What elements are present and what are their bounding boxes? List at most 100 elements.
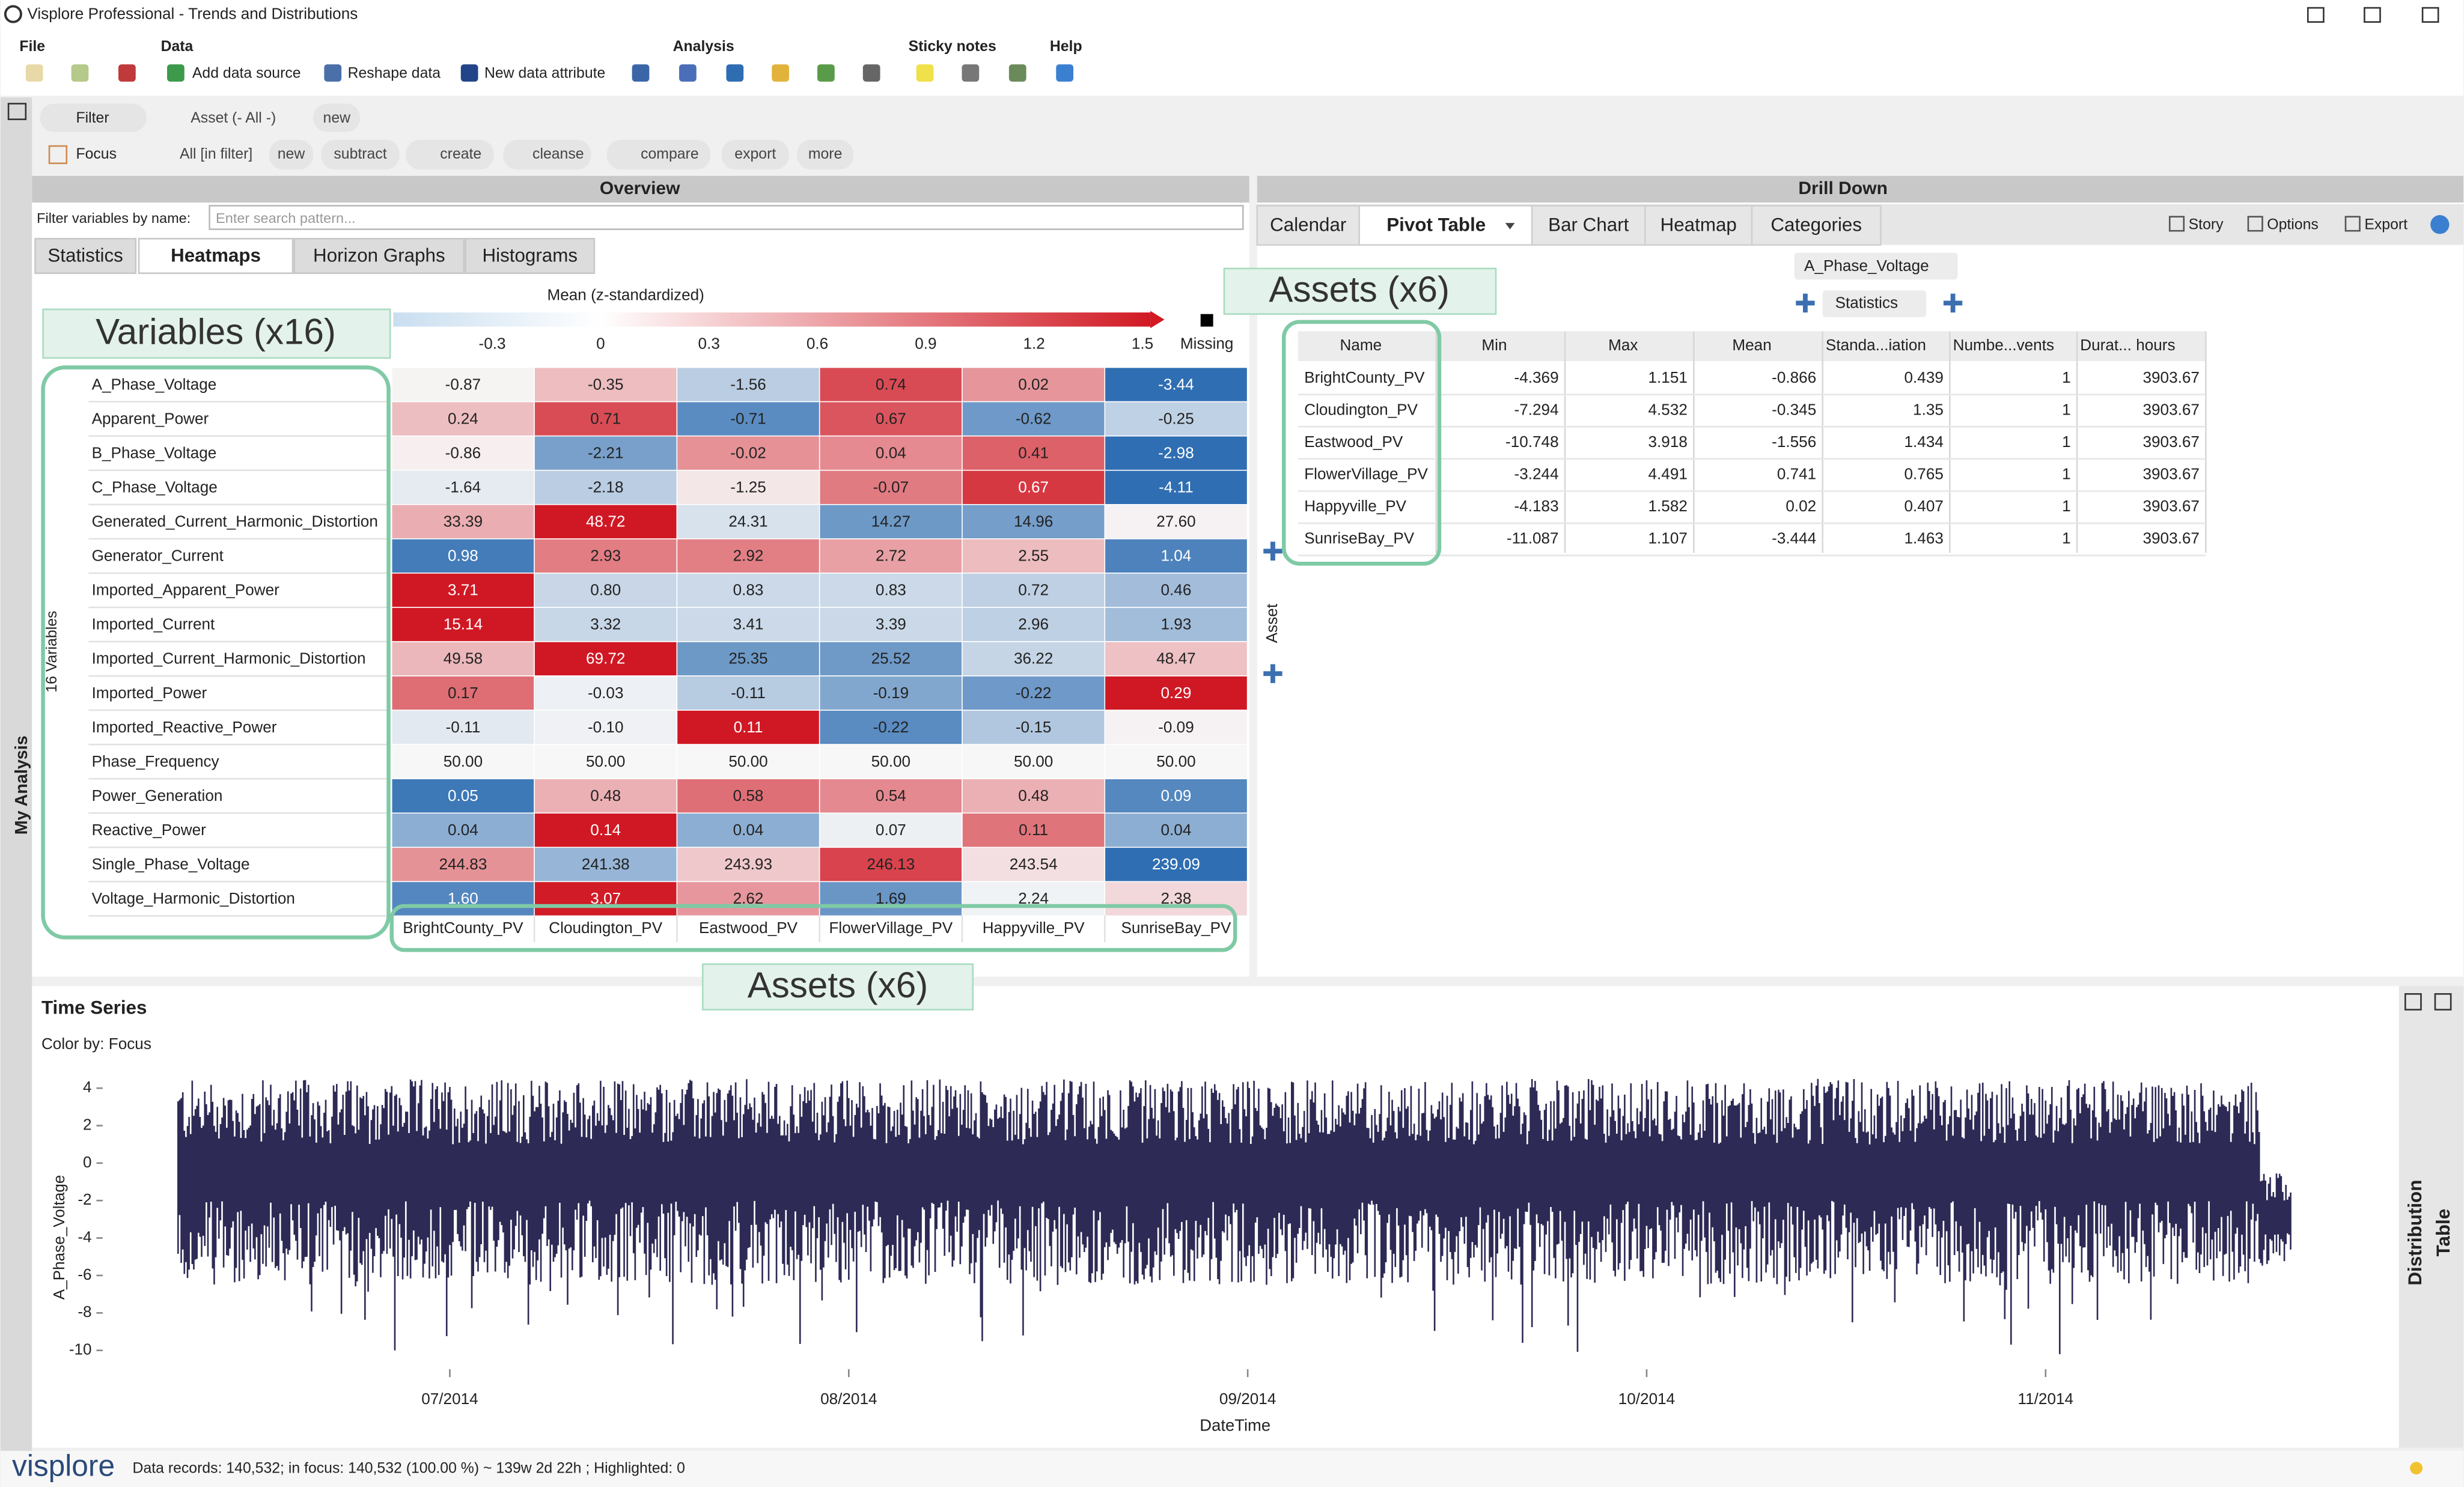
heatmap-cell[interactable] xyxy=(534,573,678,608)
panel-toggle[interactable] xyxy=(2434,993,2452,1011)
heatmap-cell[interactable] xyxy=(391,812,535,848)
heatmap-cell[interactable] xyxy=(819,778,963,814)
heatmap-cell[interactable] xyxy=(391,744,535,779)
heatmap-cell[interactable] xyxy=(391,675,535,711)
heatmap-cell[interactable] xyxy=(819,538,963,574)
tool-button[interactable]: Export xyxy=(2364,217,2408,233)
heatmap-cell[interactable] xyxy=(676,607,820,642)
toolbar-button[interactable]: Add data source xyxy=(192,65,301,81)
toolbar-button[interactable]: Reshape data xyxy=(348,65,441,81)
tool-button[interactable]: Options xyxy=(2267,217,2319,233)
tab[interactable] xyxy=(1751,205,1882,246)
heatmap-cell[interactable] xyxy=(1104,538,1248,574)
toolbar-icon[interactable] xyxy=(1008,64,1026,82)
heatmap-cell[interactable] xyxy=(1104,675,1248,711)
heatmap-cell[interactable] xyxy=(962,847,1106,883)
heatmap-cell[interactable] xyxy=(962,435,1106,471)
action-chip[interactable] xyxy=(269,139,314,170)
heatmap-cell[interactable] xyxy=(1104,744,1248,779)
heatmap-cell[interactable] xyxy=(391,503,535,540)
heatmap-cell[interactable] xyxy=(962,366,1106,403)
action-chip[interactable] xyxy=(321,139,400,170)
heatmap-cell[interactable] xyxy=(676,710,820,745)
heatmap-cell[interactable] xyxy=(534,366,678,403)
search-input[interactable] xyxy=(209,205,1244,230)
menu-group[interactable]: Sticky notes xyxy=(909,38,996,55)
heatmap-cell[interactable] xyxy=(1104,607,1248,642)
focus-checkbox[interactable] xyxy=(48,145,68,165)
toolbar-button[interactable]: New data attribute xyxy=(484,65,605,81)
add-button[interactable] xyxy=(1943,293,1963,313)
pivot-column-header[interactable]: Min xyxy=(1481,336,1507,354)
toolbar-icon[interactable] xyxy=(167,64,184,82)
heatmap-cell[interactable] xyxy=(534,607,678,642)
pivot-column-header[interactable]: Max xyxy=(1608,336,1638,354)
tool-button[interactable]: Story xyxy=(2189,217,2224,233)
heatmap-cell[interactable] xyxy=(391,366,535,403)
heatmap-cell[interactable] xyxy=(962,881,1106,917)
heatmap-cell[interactable] xyxy=(676,675,820,711)
heatmap-cell[interactable] xyxy=(676,538,820,574)
heatmap-cell[interactable] xyxy=(962,744,1106,779)
menu-group[interactable]: Data xyxy=(161,38,194,55)
heatmap-cell[interactable] xyxy=(1104,401,1248,437)
heatmap-cell[interactable] xyxy=(534,538,678,574)
heatmap-cell[interactable] xyxy=(391,573,535,608)
heatmap-cell[interactable] xyxy=(534,435,678,471)
add-button[interactable] xyxy=(1796,293,1815,313)
heatmap-cell[interactable] xyxy=(819,366,963,403)
close-button[interactable] xyxy=(2421,7,2439,23)
heatmap-cell[interactable] xyxy=(534,641,678,677)
action-chip[interactable] xyxy=(606,139,711,170)
filter-asset[interactable]: Asset (- All -) xyxy=(191,110,276,126)
heatmap-cell[interactable] xyxy=(391,538,535,574)
heatmap-cell[interactable] xyxy=(1104,503,1248,540)
side-tab[interactable]: Table xyxy=(2433,1209,2454,1257)
heatmap-cell[interactable] xyxy=(391,607,535,642)
add-button[interactable] xyxy=(1263,664,1282,683)
toolbar-icon[interactable] xyxy=(632,64,650,82)
heatmap-cell[interactable] xyxy=(1104,881,1248,917)
heatmap-cell[interactable] xyxy=(534,675,678,711)
heatmap-cell[interactable] xyxy=(391,778,535,814)
pivot-column-header[interactable]: Numbe...vents xyxy=(1953,336,2054,354)
action-chip[interactable] xyxy=(503,139,591,170)
tool-icon[interactable] xyxy=(2344,216,2361,232)
heatmap-cell[interactable] xyxy=(1104,366,1248,403)
heatmap-cell[interactable] xyxy=(962,503,1106,540)
tab[interactable] xyxy=(293,237,465,275)
heatmap-cell[interactable] xyxy=(962,710,1106,745)
heatmap-cell[interactable] xyxy=(819,607,963,642)
heatmap-cell[interactable] xyxy=(962,675,1106,711)
heatmap-cell[interactable] xyxy=(534,710,678,745)
help-icon[interactable] xyxy=(2430,215,2450,234)
heatmap-cell[interactable] xyxy=(676,881,820,917)
tab[interactable] xyxy=(1358,205,1533,246)
panel-toggle[interactable] xyxy=(2404,993,2422,1011)
pivot-column-header[interactable]: Name xyxy=(1340,336,1382,354)
tool-icon[interactable] xyxy=(2247,216,2263,232)
menu-group[interactable]: File xyxy=(19,38,45,55)
heatmap-cell[interactable] xyxy=(1104,812,1248,848)
heatmap-cell[interactable] xyxy=(391,469,535,505)
heatmap-cell[interactable] xyxy=(676,401,820,437)
variable-dropdown[interactable] xyxy=(1794,252,1958,280)
heatmap-cell[interactable] xyxy=(676,778,820,814)
tab[interactable] xyxy=(34,237,137,275)
heatmap-cell[interactable] xyxy=(676,744,820,779)
heatmap-cell[interactable] xyxy=(819,401,963,437)
menu-group[interactable]: Help xyxy=(1050,38,1082,55)
heatmap-cell[interactable] xyxy=(962,778,1106,814)
heatmap-cell[interactable] xyxy=(819,675,963,711)
heatmap-cell[interactable] xyxy=(676,435,820,471)
heatmap-cell[interactable] xyxy=(1104,435,1248,471)
heatmap-cell[interactable] xyxy=(819,469,963,505)
heatmap-cell[interactable] xyxy=(1104,469,1248,505)
toolbar-icon[interactable] xyxy=(772,64,789,82)
heatmap-cell[interactable] xyxy=(962,469,1106,505)
tab[interactable] xyxy=(138,237,294,275)
heatmap-cell[interactable] xyxy=(819,503,963,540)
pivot-column-header[interactable]: Durat... hours xyxy=(2080,336,2175,354)
heatmap-cell[interactable] xyxy=(534,812,678,848)
heatmap-cell[interactable] xyxy=(676,847,820,883)
